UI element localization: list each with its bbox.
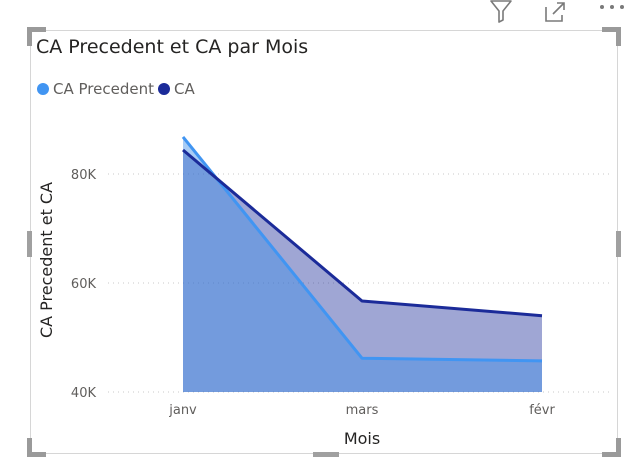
y-tick-label: 80K	[71, 168, 97, 183]
area-ca	[183, 150, 542, 392]
visual-header	[448, 0, 638, 26]
legend-marker	[37, 83, 49, 95]
resize-corner-bottom-left[interactable]	[27, 438, 46, 457]
y-tick-label: 40K	[71, 386, 97, 401]
x-tick-label: mars	[346, 403, 379, 418]
filter-icon[interactable]	[488, 0, 514, 24]
resize-corner-top-right[interactable]	[602, 27, 621, 46]
legend-label: CA Precedent	[53, 80, 154, 98]
legend: CA Precedent CA	[37, 80, 199, 98]
legend-marker	[157, 83, 170, 95]
x-axis-title: Mois	[344, 429, 380, 448]
resize-handle-right[interactable]	[616, 231, 621, 257]
legend-label: CA	[173, 80, 195, 98]
visual-container[interactable]	[27, 27, 621, 457]
focus-mode-icon[interactable]	[543, 0, 569, 24]
resize-handle-bottom[interactable]	[313, 452, 339, 457]
more-options-icon[interactable]	[596, 0, 628, 24]
x-tick-label: janv	[168, 403, 197, 418]
x-tick-label: févr	[529, 403, 555, 418]
y-axis-title: CA Precedent et CA	[37, 182, 56, 338]
chart-title: CA Precedent et CA par Mois	[36, 36, 309, 58]
resize-corner-top-left[interactable]	[27, 27, 46, 46]
legend-item[interactable]: CA	[157, 80, 195, 98]
line-ca	[182, 148, 543, 318]
legend-item[interactable]: CA Precedent	[37, 80, 154, 98]
resize-handle-left[interactable]	[27, 231, 32, 257]
y-tick-label: 60K	[71, 277, 97, 292]
line-ca-precedent	[181, 135, 543, 363]
area-ca-precedent	[183, 136, 542, 392]
resize-corner-bottom-right[interactable]	[602, 438, 621, 457]
